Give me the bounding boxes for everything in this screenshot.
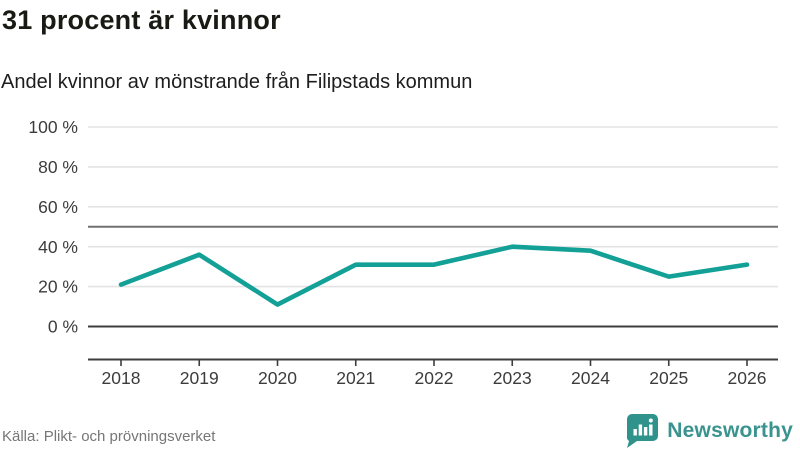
- chart-subtitle: Andel kvinnor av mönstrande från Filipst…: [1, 71, 473, 93]
- y-tick-label: 20 %: [38, 277, 78, 297]
- exclamation-stem: [649, 424, 653, 436]
- x-tick-label: 2024: [571, 368, 610, 388]
- x-tick-label: 2026: [728, 368, 767, 388]
- x-tick-label: 2019: [180, 368, 219, 388]
- source-note: Källa: Plikt- och prövningsverket: [2, 428, 216, 445]
- y-tick-label: 60 %: [38, 197, 78, 217]
- y-tick-label: 0 %: [48, 317, 78, 337]
- series-line: [118, 244, 750, 307]
- bar-3: [644, 427, 648, 436]
- newsworthy-logo: Newsworthy: [625, 413, 793, 449]
- bar-2: [638, 424, 643, 436]
- x-tick-label: 2020: [258, 368, 297, 388]
- bar-1: [633, 429, 638, 436]
- x-tick-label: 2022: [415, 368, 454, 388]
- y-tick-label: 80 %: [38, 157, 78, 177]
- bar-chart-speech-bubble-icon: [627, 414, 659, 448]
- speech-bubble-shape: [627, 414, 659, 448]
- exclamation-dot: [649, 418, 654, 423]
- brand-wordmark: Newsworthy: [667, 419, 793, 442]
- page-title: 31 procent är kvinnor: [2, 5, 281, 35]
- x-tick-label: 2018: [102, 368, 141, 388]
- x-tick-label: 2023: [493, 368, 532, 388]
- x-tick-label: 2025: [649, 368, 688, 388]
- y-tick-label: 100 %: [28, 117, 78, 137]
- y-tick-label: 40 %: [38, 237, 78, 257]
- x-tick-label: 2021: [336, 368, 375, 388]
